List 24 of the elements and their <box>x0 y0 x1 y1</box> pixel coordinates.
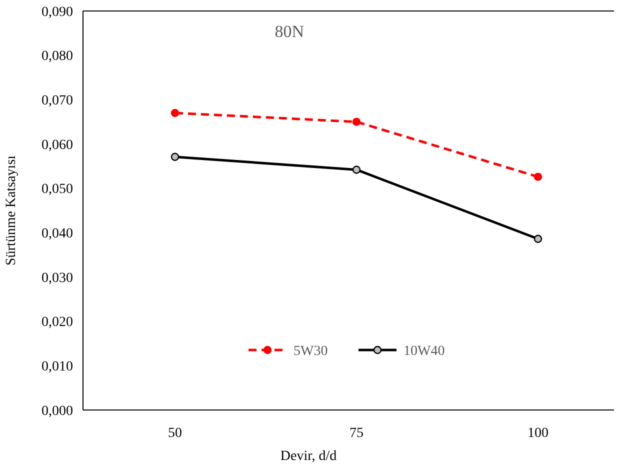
point <box>534 172 542 181</box>
point <box>352 118 361 126</box>
point <box>534 234 542 243</box>
y-tick-label: 0,020 <box>42 315 73 330</box>
y-tick-label: 0,050 <box>42 182 73 198</box>
point <box>352 166 361 174</box>
y-axis-title: Sürtünme Katsayısı <box>4 155 19 266</box>
y-tick-label: 0,010 <box>42 360 73 375</box>
y-tick-label: 0,090 <box>42 4 73 20</box>
y-tick-label: 0,060 <box>42 138 73 153</box>
y-tick-label: 0,080 <box>42 49 73 64</box>
y-tick-label: 0,000 <box>42 404 73 419</box>
x-axis-title: Devir, d/d <box>280 449 337 464</box>
point <box>170 108 180 118</box>
x-tick-label: 75 <box>350 426 364 441</box>
point <box>170 152 180 161</box>
legend-label: 10W40 <box>404 344 445 359</box>
y-tick-label: 0,070 <box>42 94 73 109</box>
y-tick-label: 0,040 <box>42 226 73 242</box>
legend-label: 5W30 <box>294 344 328 359</box>
x-tick-label: 50 <box>168 426 182 441</box>
y-tick-label: 0,030 <box>42 270 73 286</box>
x-tick-label: 100 <box>528 426 548 441</box>
text: 80N <box>274 22 304 41</box>
